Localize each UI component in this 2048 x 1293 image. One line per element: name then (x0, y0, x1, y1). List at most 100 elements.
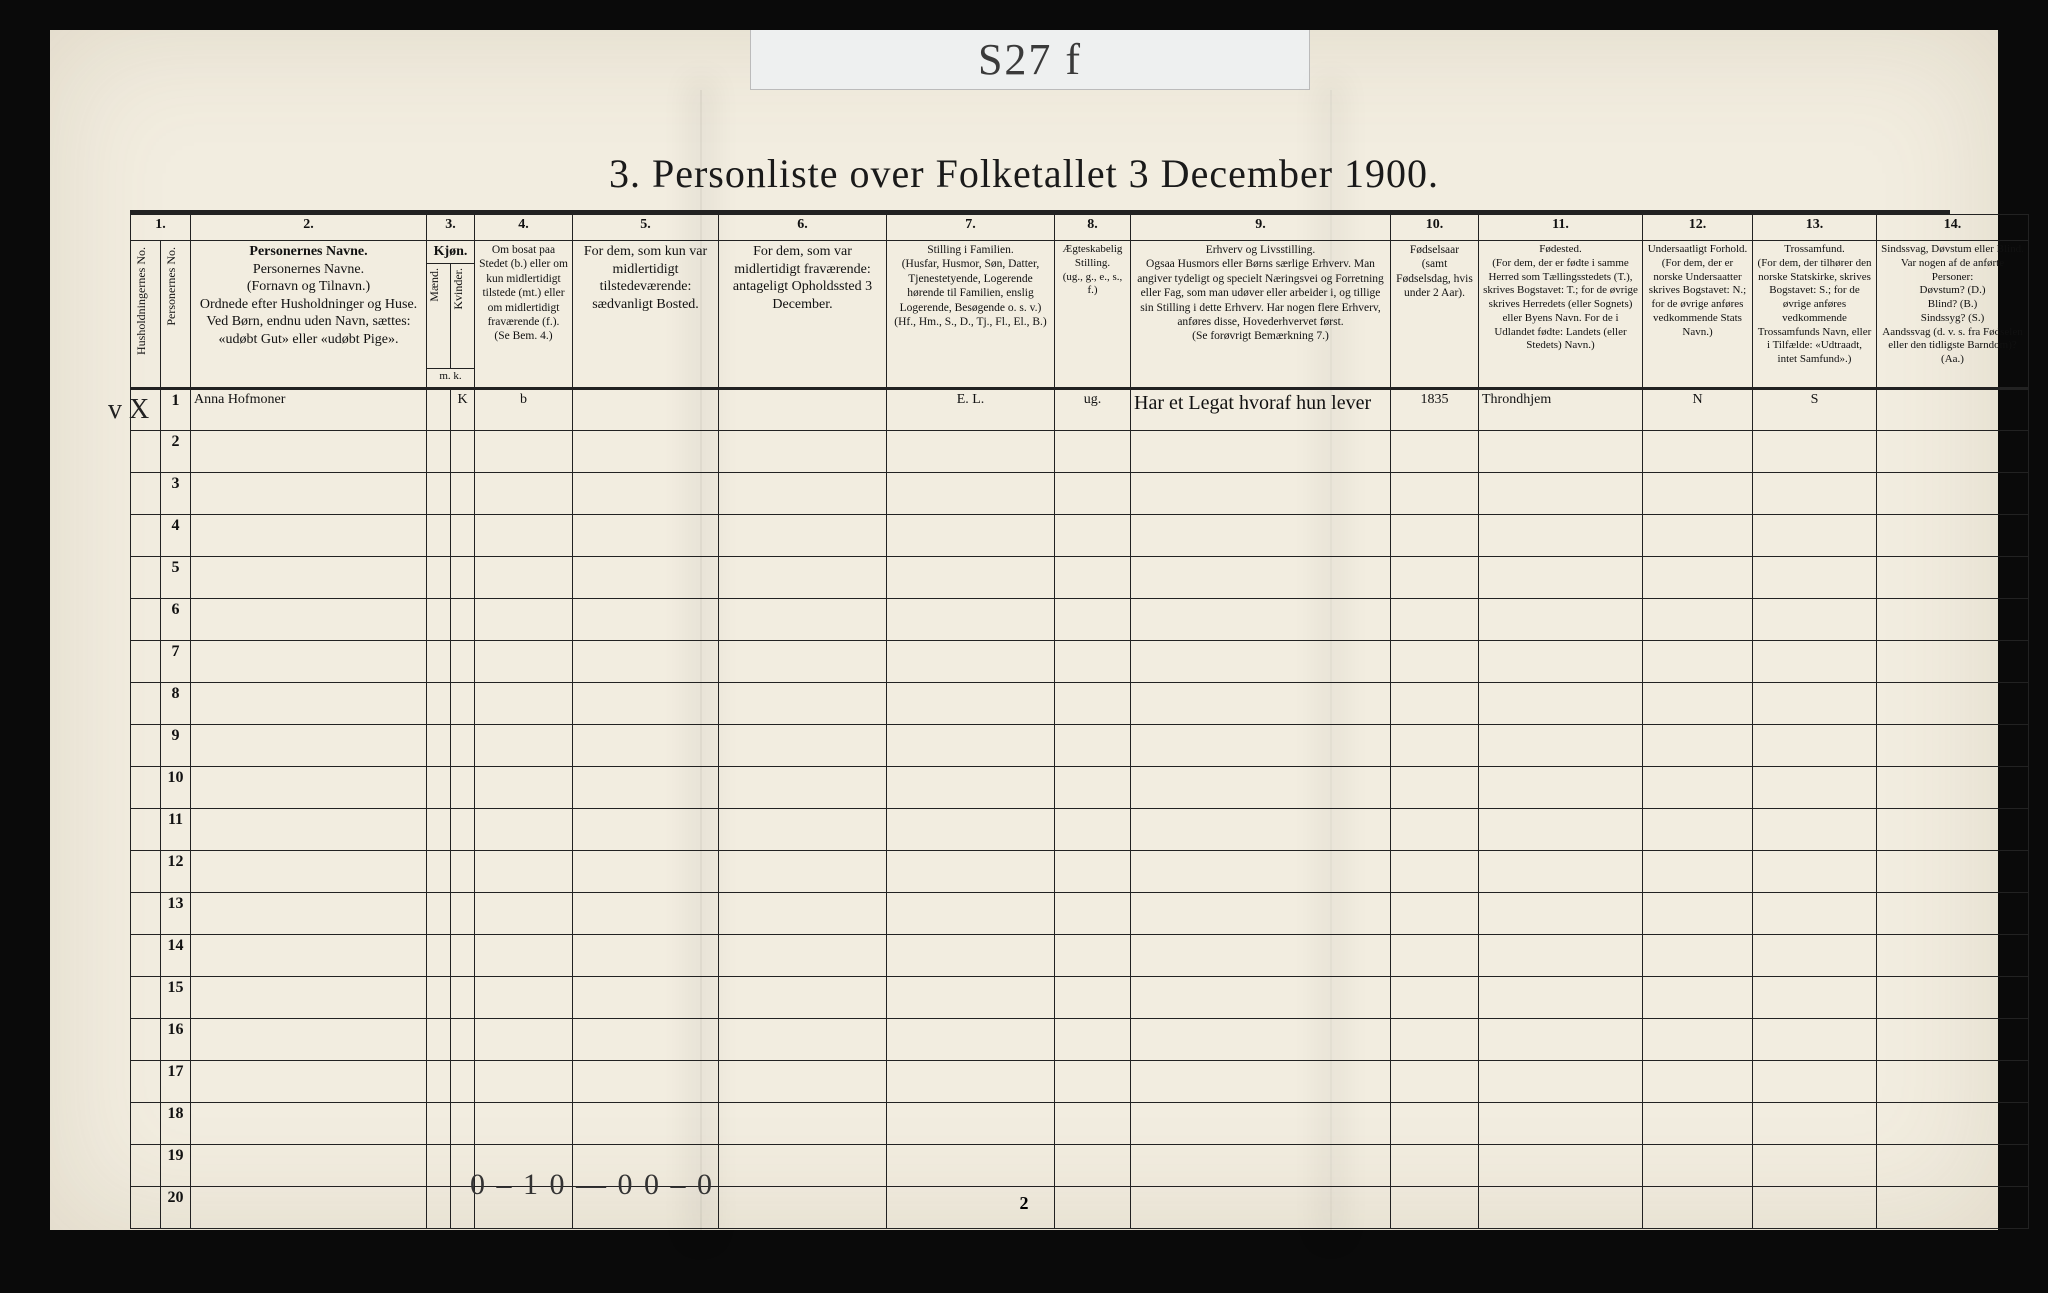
cell-empty (451, 515, 475, 557)
cell-empty (191, 431, 427, 473)
cell-empty (475, 767, 573, 809)
cell-empty (427, 935, 451, 977)
cell-empty (427, 1103, 451, 1145)
table-row: 5 (131, 557, 2029, 599)
cell-empty (719, 1019, 887, 1061)
cell-empty (1643, 767, 1753, 809)
cell-empty (1131, 725, 1391, 767)
cell-empty (887, 935, 1055, 977)
table-row: 19 (131, 1145, 2029, 1187)
cell-hh-no (131, 431, 161, 473)
colnum-4: 4. (475, 215, 573, 241)
cell-empty (1055, 767, 1131, 809)
cell-empty (1055, 1103, 1131, 1145)
cell-empty (451, 431, 475, 473)
cell-empty (1479, 935, 1643, 977)
cell-person-no: 8 (161, 683, 191, 725)
cell-empty (1877, 431, 2029, 473)
cell-hh-no (131, 893, 161, 935)
cell-empty (1753, 767, 1877, 809)
cell-empty (887, 557, 1055, 599)
table-row: 16 (131, 1019, 2029, 1061)
cell-hh-no (131, 1061, 161, 1103)
hdr-c8: Ægteskabelig Stilling. (ug., g., e., s.,… (1055, 241, 1131, 389)
cell-empty (1131, 977, 1391, 1019)
cell-hh-no (131, 641, 161, 683)
cell-empty (573, 725, 719, 767)
cell-empty (1131, 431, 1391, 473)
cell-c10: 1835 (1391, 389, 1479, 431)
cell-empty (573, 683, 719, 725)
cell-hh-no (131, 557, 161, 599)
cell-empty (191, 1145, 427, 1187)
table-row: 17 (131, 1061, 2029, 1103)
cell-empty (475, 851, 573, 893)
cell-empty (573, 767, 719, 809)
cell-empty (1055, 599, 1131, 641)
cell-empty (1391, 935, 1479, 977)
cell-empty (427, 851, 451, 893)
table-row: 18 (131, 1103, 2029, 1145)
cell-hh-no (131, 1187, 161, 1229)
cell-empty (1643, 1061, 1753, 1103)
cell-empty (1753, 977, 1877, 1019)
cell-empty (719, 1061, 887, 1103)
cell-empty (475, 1019, 573, 1061)
cell-empty (573, 1103, 719, 1145)
cell-person-no: 17 (161, 1061, 191, 1103)
cell-empty (451, 851, 475, 893)
hdr-c7: Stilling i Familien. (Husfar, Husmor, Sø… (887, 241, 1055, 389)
cell-empty (887, 725, 1055, 767)
hdr-c14: Sindssvag, Døvstum eller Blind. Var noge… (1877, 241, 2029, 389)
cell-sex-m (427, 389, 451, 431)
colnum-13: 13. (1753, 215, 1877, 241)
cell-empty (451, 809, 475, 851)
cell-empty (1391, 557, 1479, 599)
cell-empty (1391, 1103, 1479, 1145)
cell-empty (427, 767, 451, 809)
cell-person-no: 13 (161, 893, 191, 935)
cell-person-no: 4 (161, 515, 191, 557)
cell-empty (191, 641, 427, 683)
cell-empty (451, 473, 475, 515)
cell-empty (1877, 893, 2029, 935)
cell-empty (719, 473, 887, 515)
cell-c14 (1877, 389, 2029, 431)
cell-empty (573, 641, 719, 683)
cell-sex-k: K (451, 389, 475, 431)
cell-empty (1753, 473, 1877, 515)
table-row: 14 (131, 935, 2029, 977)
hdr-husholdning-no: Husholdningernes No. (131, 241, 161, 389)
cell-empty (1753, 893, 1877, 935)
cell-person-no: 7 (161, 641, 191, 683)
cell-bosat: b (475, 389, 573, 431)
cell-empty (1055, 557, 1131, 599)
hdr-c1b-text: Personernes No. (164, 243, 179, 330)
hdr-c11: Fødested. (For dem, der er fødte i samme… (1479, 241, 1643, 389)
cell-c6 (719, 389, 887, 431)
cell-empty (1479, 977, 1643, 1019)
hdr-bosat: Om bosat paa Stedet (b.) eller om kun mi… (475, 241, 573, 389)
cell-empty (451, 1019, 475, 1061)
cell-empty (573, 599, 719, 641)
cell-empty (451, 725, 475, 767)
cell-empty (451, 641, 475, 683)
cell-empty (1391, 1019, 1479, 1061)
cell-person-no: 19 (161, 1145, 191, 1187)
cell-hh-no (131, 389, 161, 431)
cell-empty (1643, 935, 1753, 977)
cell-empty (191, 725, 427, 767)
cell-empty (427, 1061, 451, 1103)
cell-empty (427, 641, 451, 683)
cell-empty (1643, 473, 1753, 515)
cell-empty (1753, 641, 1877, 683)
colnum-9: 9. (1131, 215, 1391, 241)
cell-empty (1391, 893, 1479, 935)
colnum-5: 5. (573, 215, 719, 241)
cell-empty (191, 515, 427, 557)
cell-empty (1391, 809, 1479, 851)
cell-empty (1131, 641, 1391, 683)
cell-empty (191, 473, 427, 515)
cell-empty (1753, 1103, 1877, 1145)
colnum-1: 1. (131, 215, 191, 241)
